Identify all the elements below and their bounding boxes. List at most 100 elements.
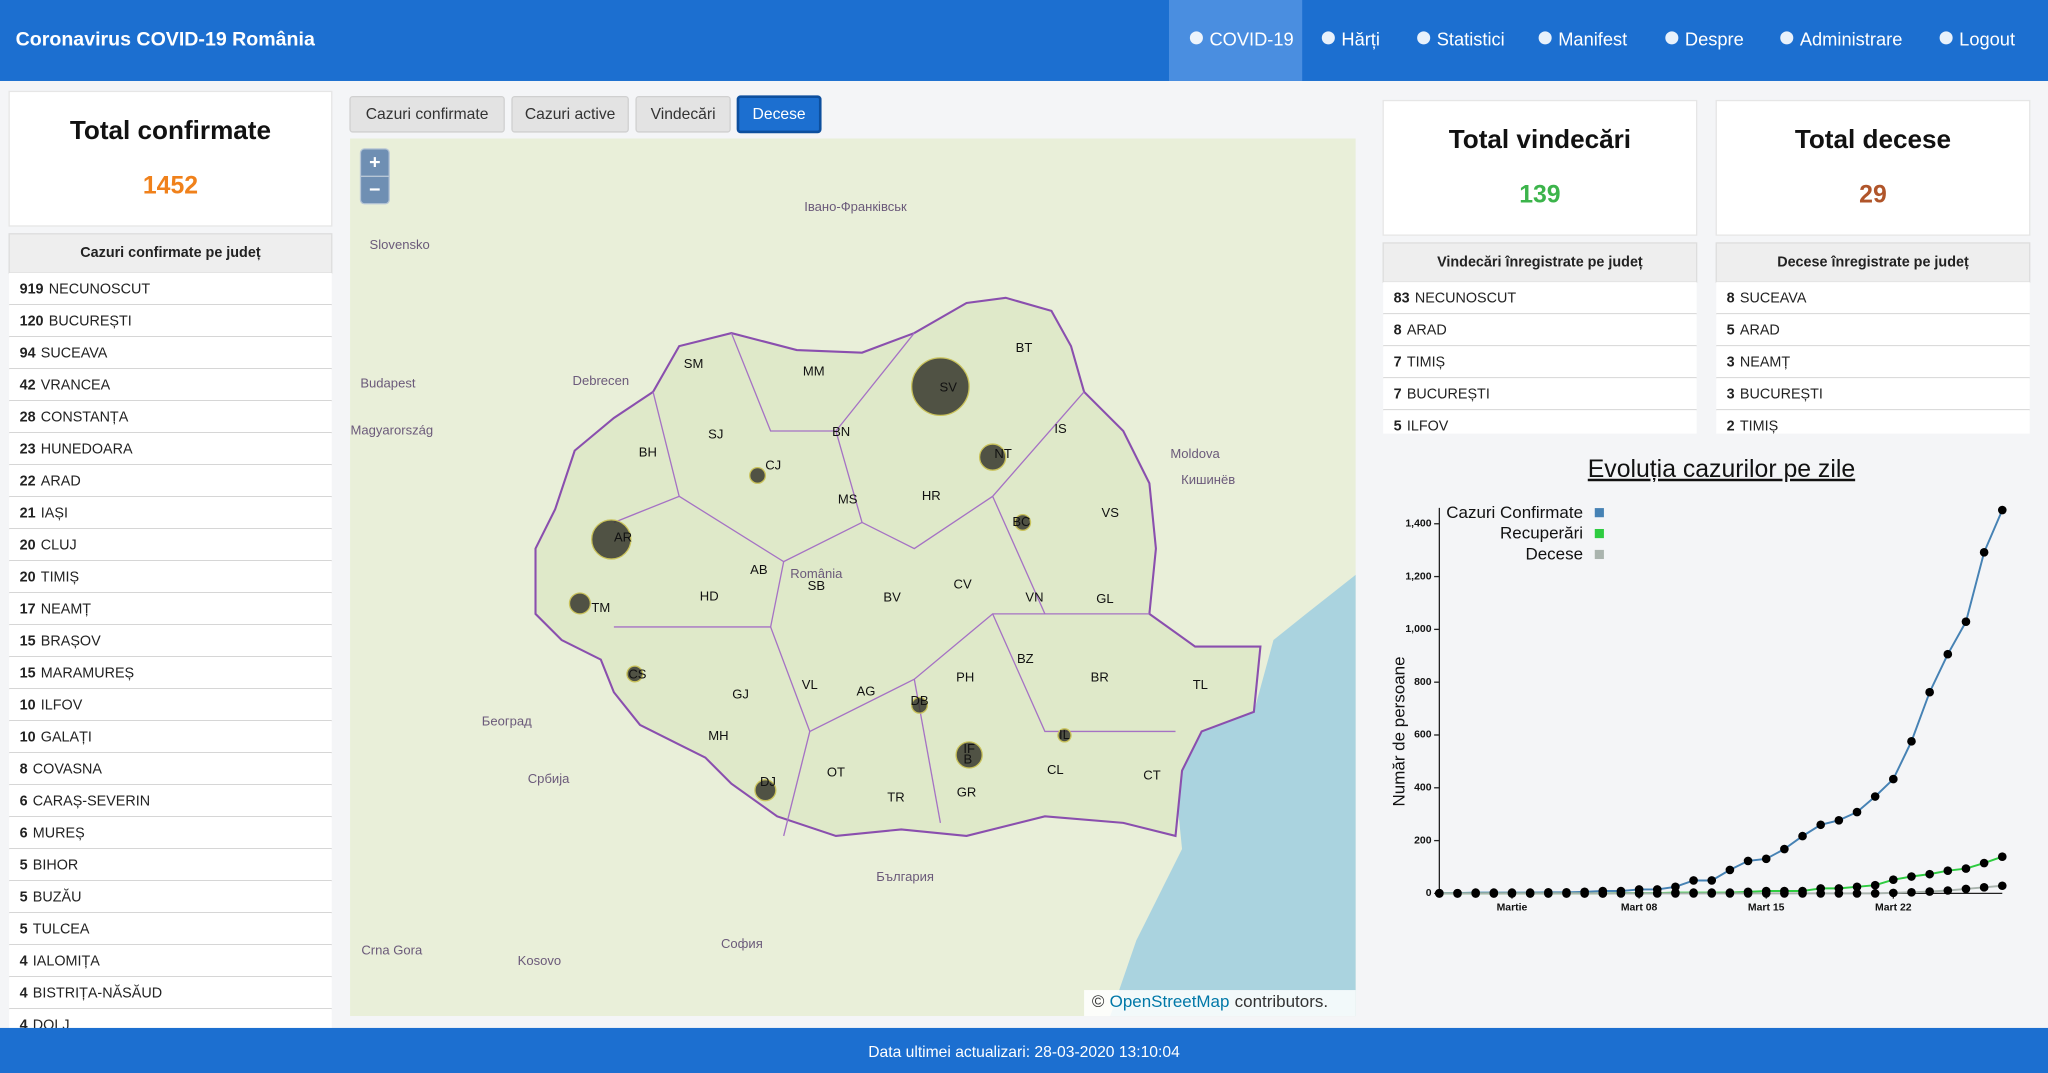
- row-text: 3 NEAMȚ: [1727, 354, 1791, 370]
- nav-icon: [1189, 31, 1203, 45]
- data-point: [1870, 792, 1880, 801]
- table-header-bg: [8, 233, 333, 274]
- tab-label[interactable]: Vindecări: [651, 106, 716, 123]
- nav-icon: [1665, 31, 1679, 45]
- nav-item[interactable]: Manifest: [1558, 28, 1627, 49]
- row-name: BUCUREȘTI: [49, 313, 132, 329]
- table-row: [1383, 346, 1697, 379]
- county-border: [835, 391, 1085, 550]
- row-count: 22: [20, 473, 36, 489]
- row-name: TIMIȘ: [1740, 418, 1778, 434]
- table-row: [9, 944, 332, 977]
- row-count: 2: [1727, 418, 1735, 434]
- row-text: 7 BUCUREȘTI: [1394, 386, 1490, 402]
- data-point: [1616, 889, 1626, 898]
- series-line: [1439, 509, 2004, 895]
- row-name: BRAȘOV: [41, 633, 101, 649]
- y-tick-label: 200: [1414, 835, 1432, 846]
- row-count: 42: [20, 377, 36, 393]
- tab[interactable]: [635, 96, 731, 133]
- nav-item[interactable]: Logout: [1959, 28, 2015, 49]
- nav-icon: [1321, 31, 1335, 45]
- data-point: [1671, 889, 1680, 898]
- county-label: VL: [802, 677, 818, 692]
- row-text: 10 ILFOV: [20, 697, 83, 713]
- nav-item[interactable]: COVID-19: [1209, 28, 1293, 49]
- attribution-link[interactable]: OpenStreetMap: [1110, 993, 1230, 1012]
- tab[interactable]: [511, 96, 629, 133]
- map-bubble: [978, 443, 1007, 471]
- data-point: [1580, 889, 1589, 898]
- table-header: Decese înregistrate pe județ: [1777, 254, 1969, 270]
- data-point: [1652, 889, 1662, 898]
- tab[interactable]: [736, 95, 822, 134]
- row-count: 8: [20, 761, 28, 777]
- nav-item[interactable]: Statistici: [1437, 28, 1505, 49]
- card-title: Total decese: [1795, 124, 1951, 154]
- table-row: [1716, 346, 2030, 379]
- map-bubble: [1014, 513, 1032, 531]
- y-tick-label: 1,400: [1405, 519, 1431, 530]
- tab-label[interactable]: Cazuri confirmate: [366, 106, 489, 123]
- tab-label[interactable]: Decese: [753, 106, 806, 123]
- row-name: ARAD: [1740, 322, 1780, 338]
- county-label: CL: [1047, 762, 1064, 777]
- place-label: Кишинёв: [1181, 472, 1235, 487]
- county-label: MS: [838, 492, 858, 507]
- card-total: 139: [1519, 181, 1560, 208]
- county-border: [678, 495, 863, 563]
- row-name: BISTRIȚA-NĂSĂUD: [33, 984, 162, 1001]
- row-count: 10: [20, 697, 36, 713]
- x-tick-label: Mart 22: [1875, 903, 1912, 914]
- row-count: 5: [1727, 322, 1735, 338]
- row-count: 20: [20, 569, 36, 585]
- row-text: 15 BRAȘOV: [20, 633, 101, 649]
- data-point: [1979, 883, 1989, 892]
- row-name: NECUNOSCUT: [49, 281, 151, 297]
- data-point: [1761, 854, 1771, 864]
- county-border: [992, 613, 1176, 733]
- attribution-prefix: ©: [1092, 993, 1105, 1012]
- footer-text: Data ultimei actualizari: 28-03-2020 13:…: [868, 1044, 1180, 1061]
- row-text: 42 VRANCEA: [20, 377, 111, 393]
- county-label: MH: [708, 728, 728, 743]
- table-row: [1716, 378, 2030, 411]
- map: Slovensko Budapest Magyarország Debrecen Mol…: [350, 138, 1356, 1017]
- data-point: [1798, 831, 1807, 841]
- card-title: Total confirmate: [70, 115, 271, 145]
- data-point: [1943, 866, 1953, 876]
- table-header: Vindecări înregistrate pe județ: [1437, 254, 1643, 270]
- row-name: ILFOV: [41, 697, 83, 713]
- data-point: [1780, 889, 1789, 898]
- row-count: 6: [20, 825, 28, 841]
- row-name: TIMIȘ: [41, 569, 79, 585]
- place-label: Debrecen: [573, 373, 630, 388]
- tab-label[interactable]: Cazuri active: [525, 106, 616, 123]
- row-count: 23: [20, 441, 36, 457]
- data-point: [1889, 774, 1898, 784]
- data-point: [1689, 876, 1698, 885]
- table-row: [9, 560, 332, 593]
- row-text: 17 NEAMȚ: [20, 601, 92, 617]
- county-label: SJ: [708, 426, 723, 441]
- x-tick-label: Martie: [1497, 903, 1528, 914]
- zoom-in[interactable]: +: [369, 151, 380, 173]
- tab[interactable]: [349, 96, 505, 133]
- map-bubble: [911, 696, 928, 714]
- row-count: 6: [20, 793, 28, 809]
- place-label: România: [790, 566, 843, 581]
- attribution-bg: [1084, 990, 1356, 1017]
- place-label: Београд: [482, 714, 532, 729]
- zoom-out[interactable]: −: [369, 179, 380, 201]
- nav-item[interactable]: Hărți: [1341, 28, 1380, 49]
- data-point: [1598, 889, 1608, 898]
- card: [1382, 99, 1698, 236]
- table-row: [1383, 314, 1697, 347]
- row-count: 83: [1394, 290, 1410, 306]
- brand[interactable]: Coronavirus COVID-19 România: [16, 29, 316, 51]
- county-border: [730, 332, 915, 432]
- nav-item[interactable]: Despre: [1685, 28, 1744, 49]
- nav-item[interactable]: Administrare: [1800, 28, 1903, 49]
- data-point: [1471, 889, 1480, 898]
